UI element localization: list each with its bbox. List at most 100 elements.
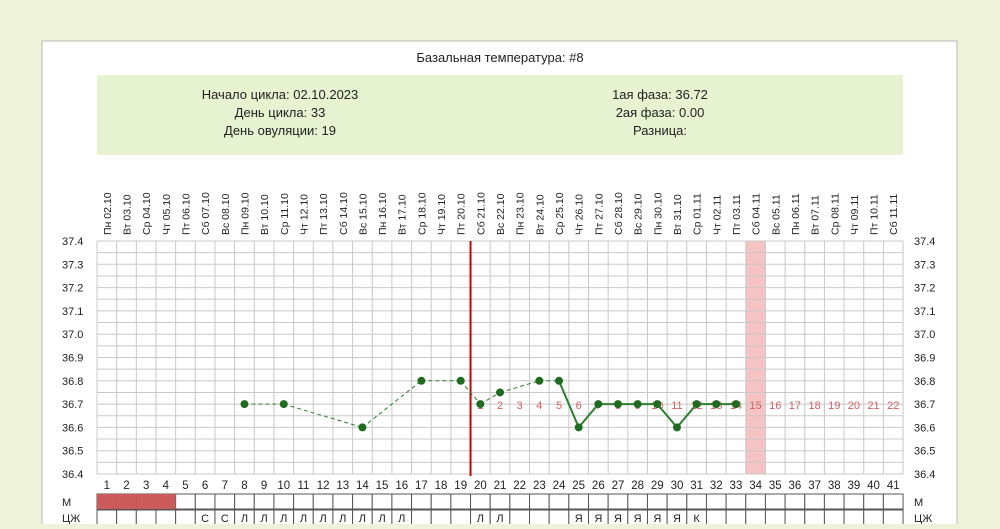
y-tick-label-left: 36.5 (62, 446, 83, 458)
y-tick-label-left: 37.4 (62, 236, 83, 248)
cj-mark: Л (398, 513, 405, 524)
post-ovulation-day-label: 18 (808, 400, 820, 412)
m-cell (843, 493, 865, 510)
date-label: Вт 31.10 (672, 194, 684, 235)
m-cell (352, 493, 373, 510)
date-label: Сб 04.11 (751, 193, 763, 235)
day-number: 24 (553, 480, 566, 492)
date-label: Чт 26.10 (574, 194, 586, 235)
post-ovulation-day-label: 4 (536, 400, 542, 412)
cj-cell (509, 509, 531, 526)
day-number: 29 (651, 480, 664, 492)
y-tick-label-left: 36.6 (62, 422, 83, 434)
date-label: Сб 11.11 (888, 194, 900, 235)
day-number: 31 (690, 480, 703, 492)
info-ovulation-day: День овуляции: 19 (224, 123, 336, 138)
temperature-point (731, 400, 740, 409)
cj-mark: Я (653, 513, 661, 524)
day-number: 33 (730, 480, 743, 492)
menses-cell (116, 494, 137, 509)
m-cell (293, 493, 314, 510)
temperature-point (496, 388, 505, 397)
day-number: 38 (828, 480, 841, 492)
y-tick-label-left: 36.8 (62, 376, 83, 388)
y-tick-label-left: 36.4 (62, 469, 83, 481)
date-label: Вс 08.10 (220, 193, 232, 235)
cj-mark: Я (575, 513, 583, 524)
temperature-point (653, 400, 662, 409)
temperature-point (555, 376, 564, 385)
day-number: 32 (710, 480, 723, 492)
cj-cell (116, 509, 137, 526)
date-label: Сб 07.10 (200, 192, 212, 235)
date-label: Сб 28.10 (613, 192, 625, 235)
temperature-line-segment (460, 380, 481, 405)
date-label: Чт 12.10 (298, 194, 310, 235)
cj-mark: К (693, 513, 700, 524)
post-ovulation-day-label: 17 (789, 400, 801, 412)
cj-mark: Л (241, 513, 248, 524)
m-cell (548, 493, 570, 510)
m-cell (686, 493, 707, 510)
day-number: 13 (336, 480, 349, 492)
cj-mark: Я (634, 513, 642, 524)
cj-cell (725, 509, 747, 526)
date-label: Пн 23.10 (515, 192, 527, 235)
m-cell (253, 493, 275, 510)
cj-cell (843, 509, 865, 526)
date-label: Вс 29.10 (633, 193, 645, 235)
post-ovulation-day-label: 15 (749, 400, 761, 412)
menses-cell (97, 494, 117, 509)
temperature-point (672, 423, 681, 432)
cj-mark: Л (261, 513, 268, 524)
day-number: 12 (317, 480, 330, 492)
menses-cell (155, 494, 176, 509)
temperature-line-segment (362, 380, 422, 428)
y-tick-label-right: 37.4 (914, 236, 935, 248)
date-label: Ср 01.11 (692, 193, 704, 235)
cj-cell (529, 509, 550, 526)
day-number: 8 (241, 480, 247, 492)
cj-cell (96, 509, 118, 526)
date-label: Пт 06.10 (180, 193, 192, 235)
y-tick-label-right: 36.9 (914, 353, 935, 365)
m-cell (882, 493, 904, 510)
day-number: 21 (494, 480, 507, 492)
day-number: 2 (123, 480, 129, 492)
temperature-point (692, 400, 701, 409)
post-ovulation-day-label: 5 (556, 400, 562, 412)
post-ovulation-day-label: 19 (828, 400, 840, 412)
m-cell (470, 493, 491, 510)
y-tick-label-left: 36.7 (62, 399, 83, 411)
cj-mark: Я (673, 513, 681, 524)
date-label: Пн 06.11 (790, 193, 802, 235)
y-tick-label-left: 37.2 (62, 283, 83, 295)
m-cell (725, 493, 747, 510)
day-number: 9 (261, 480, 267, 492)
y-tick-label-right: 36.4 (914, 469, 935, 481)
post-ovulation-day-label: 21 (867, 400, 879, 412)
cj-mark: Я (614, 513, 622, 524)
day-number: 3 (143, 480, 149, 492)
day-number: 20 (474, 480, 487, 492)
cj-cell (705, 509, 727, 526)
m-cell (214, 493, 236, 510)
y-tick-label-right: 37.1 (914, 306, 935, 318)
row-label-cj: ЦЖ (62, 513, 80, 524)
day-number: 34 (749, 480, 762, 492)
day-number: 35 (769, 480, 782, 492)
chart-title: Базальная температура: #8 (416, 50, 583, 65)
cj-cell (804, 509, 825, 526)
y-tick-label-left: 37.3 (62, 259, 83, 271)
cj-cell (411, 509, 432, 526)
day-number: 37 (808, 480, 821, 492)
m-cell (784, 493, 806, 510)
date-label: Пн 16.10 (377, 192, 389, 235)
m-cell (273, 493, 295, 510)
cj-mark: Я (594, 513, 602, 524)
cj-cell (430, 509, 452, 526)
m-cell (194, 493, 216, 510)
cj-cell (823, 509, 845, 526)
